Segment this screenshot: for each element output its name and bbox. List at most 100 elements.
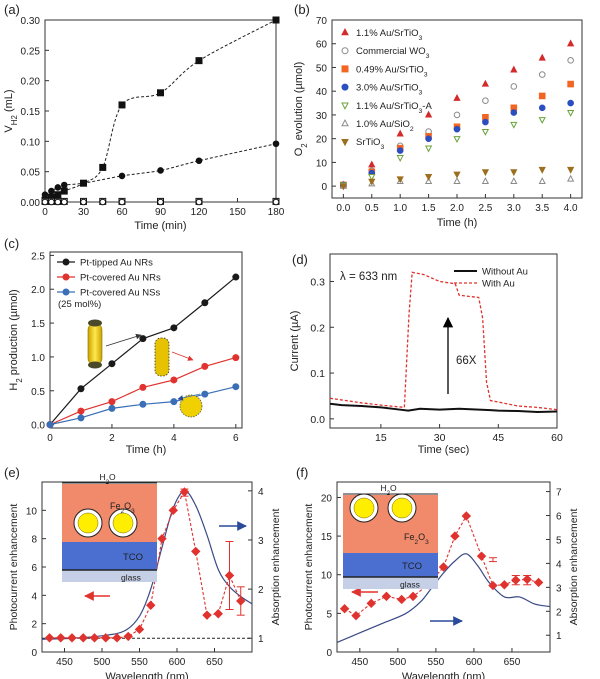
a-point	[195, 198, 203, 206]
c-xtick-label: 0	[47, 433, 53, 444]
e-ylabel-left-part: Photocurrent enhancement	[8, 504, 20, 631]
a-point	[48, 187, 55, 195]
e-point	[213, 609, 223, 619]
d-series-line	[329, 271, 558, 411]
f-frame	[336, 481, 551, 653]
c-point	[77, 385, 85, 393]
f-point	[476, 551, 487, 561]
e-h2o-label-part: 2	[106, 479, 110, 486]
b-point	[567, 109, 575, 117]
f-absorption-line	[336, 553, 551, 643]
f-ytick-label: 15	[321, 532, 333, 543]
e-point	[179, 487, 190, 497]
e-tco-label: TCO	[123, 552, 143, 563]
f-xtick-label: 500	[390, 657, 407, 668]
b-point	[538, 104, 546, 112]
b-legend-marker	[341, 138, 349, 147]
b-point	[538, 53, 546, 61]
f-ylabel-right: Absorption enhancement	[568, 509, 580, 626]
c-point	[232, 354, 240, 362]
f-photocurrent-line	[344, 514, 539, 617]
b-legend-label-part: 1.1% Au/SrTiO	[356, 28, 418, 39]
a-point	[157, 89, 164, 97]
a-point	[118, 172, 126, 180]
e-ytick-right-label: 2	[258, 585, 264, 596]
d-ytick-label: 0.1	[310, 368, 325, 380]
b-point	[453, 177, 461, 184]
b-legend-label: 1.0% Au/SiO2	[356, 119, 414, 133]
b-point	[510, 121, 518, 129]
b-legend-label-part: 3	[418, 107, 422, 114]
b-point	[567, 174, 575, 182]
c-legend-label: Pt-tipped Au NRs	[80, 258, 153, 269]
b-ytick-label: 70	[316, 16, 328, 27]
a-xtick-label: 30	[78, 207, 90, 218]
b-point	[368, 174, 376, 181]
d-ytick-label: 0.0	[310, 414, 325, 426]
a-xtick-label: 180	[268, 207, 285, 218]
f-ytick-right-label: 1	[556, 631, 562, 642]
e-ytick-label: 0	[31, 648, 37, 659]
e-ylabel-left: Photocurrent enhancement	[8, 504, 20, 631]
f-ytick-right-label: 5	[556, 535, 562, 546]
f-au-core	[353, 497, 375, 519]
e-au-core	[112, 512, 134, 534]
f-ytick-right-label: 6	[556, 512, 562, 523]
d-ytick-label: 0.2	[310, 322, 325, 334]
b-point	[368, 178, 376, 186]
b-point	[567, 166, 575, 174]
a-point	[99, 198, 107, 206]
f-xtick-label: 450	[351, 657, 368, 668]
f-point	[533, 577, 544, 588]
e-ytick-label: 8	[31, 535, 37, 546]
a-point	[195, 157, 203, 165]
d-lambda-label: λ = 633 nm	[340, 271, 397, 283]
b-legend-label: 1.1% Au/SrTiO3	[356, 28, 422, 42]
b-point	[453, 94, 461, 101]
b-legend-label-part: 3	[418, 35, 422, 42]
f-point	[396, 594, 407, 605]
c-note: (25 mol%)	[58, 299, 101, 310]
c-point	[139, 400, 147, 408]
c-arrow-covered-rod	[171, 351, 194, 361]
f-point	[366, 598, 376, 609]
b-point	[482, 97, 489, 104]
e-point	[157, 533, 167, 544]
f-fe2o3-label-part: Fe	[404, 532, 415, 542]
d-xtick-label: 15	[375, 432, 387, 444]
f-fe2o3-label: Fe2O3	[404, 532, 429, 546]
c-ytick-label: 1.0	[31, 353, 45, 364]
f-ytick-right-label: 3	[556, 583, 562, 594]
e-point	[236, 596, 246, 606]
a-point	[80, 198, 87, 206]
c-point	[170, 398, 178, 406]
c-point	[170, 376, 178, 384]
c-legend-label: Pt-covered Au NSs	[80, 288, 161, 299]
d-ylabel-part: Current (µA)	[289, 311, 301, 372]
b-legend-marker	[341, 27, 349, 36]
panel-label-d: (d)	[292, 252, 308, 267]
a-point	[48, 198, 55, 206]
c-point	[201, 362, 209, 370]
nanorod-tip-top	[88, 319, 102, 327]
f-point	[351, 610, 361, 621]
f-ytick-label: 20	[321, 493, 333, 504]
c-legend-label: Pt-covered Au NRs	[80, 273, 161, 284]
e-xtick-label: 650	[206, 657, 223, 668]
b-legend-label-part: -A	[422, 101, 432, 112]
a-point	[272, 16, 280, 24]
e-glass-label: glass	[121, 573, 141, 583]
f-point	[511, 575, 521, 585]
panel-b: (b) 0.0 0.5 1.0 1.5 2.0 2.5 3.0 3.5 4.0 0 10 20 30 40 5…	[293, 2, 583, 229]
a-point	[80, 179, 87, 187]
e-point	[44, 633, 55, 643]
nanosphere-covered-illustration	[179, 394, 203, 418]
e-fe2o3-label-part: Fe	[110, 501, 121, 511]
e-point	[146, 600, 156, 610]
f-tco-layer	[343, 553, 438, 577]
f-h2o-label: H2O	[381, 483, 398, 497]
f-h2o-label-part: H	[381, 483, 387, 493]
b-point	[481, 169, 490, 177]
e-ytick-right-label: 4	[258, 487, 264, 498]
b-ytick-label: 40	[316, 87, 328, 98]
